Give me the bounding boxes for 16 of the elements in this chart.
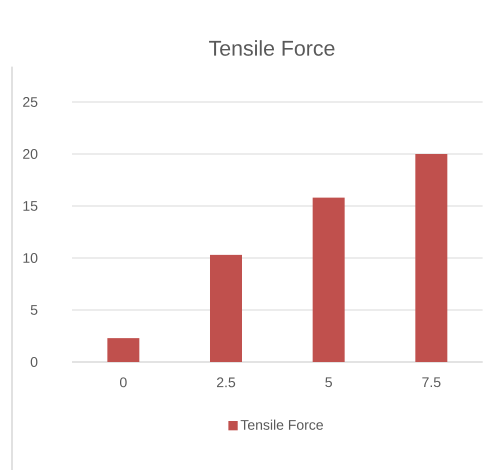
legend-label: Tensile Force bbox=[240, 420, 323, 430]
bar bbox=[107, 338, 140, 362]
y-tick-label: 15 bbox=[23, 201, 38, 211]
bar bbox=[312, 198, 345, 362]
bar bbox=[415, 154, 448, 362]
x-tick-label: 5 bbox=[325, 377, 332, 388]
x-tick-label: 7.5 bbox=[422, 377, 440, 388]
y-tick-label: 5 bbox=[30, 305, 38, 315]
chart-title: Tensile Force bbox=[209, 40, 334, 56]
x-tick-label: 2.5 bbox=[216, 377, 236, 388]
y-tick-label: 10 bbox=[23, 253, 38, 263]
x-tick-label: 0 bbox=[120, 377, 127, 388]
bar bbox=[210, 254, 242, 362]
y-tick-label: 25 bbox=[23, 97, 38, 107]
y-tick-label: 0 bbox=[30, 357, 38, 367]
y-tick-label: 20 bbox=[23, 149, 38, 159]
